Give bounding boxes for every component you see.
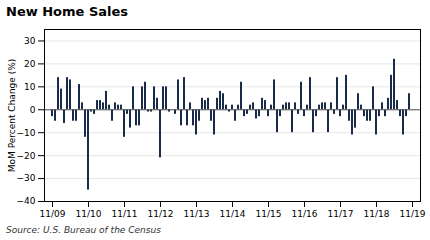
svg-text:−30: −30 [17,173,36,183]
svg-text:11/14: 11/14 [220,209,246,219]
svg-text:11/15: 11/15 [256,209,282,219]
svg-text:−40: −40 [17,196,36,206]
svg-text:MoM Percent Change (%): MoM Percent Change (%) [7,59,17,173]
svg-text:11/11: 11/11 [112,209,138,219]
svg-text:30: 30 [24,36,36,46]
svg-text:20: 20 [24,59,36,69]
svg-text:0: 0 [30,105,36,115]
svg-text:−20: −20 [17,151,36,161]
svg-text:10: 10 [24,82,36,92]
svg-text:11/19: 11/19 [400,209,426,219]
svg-text:11/13: 11/13 [184,209,210,219]
svg-text:11/17: 11/17 [328,209,354,219]
svg-text:11/12: 11/12 [148,209,174,219]
svg-text:11/18: 11/18 [364,209,390,219]
svg-text:−10: −10 [17,128,36,138]
svg-text:11/09: 11/09 [40,209,66,219]
html-text:Source: U.S. Bureau of the Cen: Source: U.S. Bureau of the Census [6,225,161,235]
svg-text:11/16: 11/16 [292,209,318,219]
svg-text:11/10: 11/10 [76,209,102,219]
html-text:New Home Sales: New Home Sales [6,4,129,19]
